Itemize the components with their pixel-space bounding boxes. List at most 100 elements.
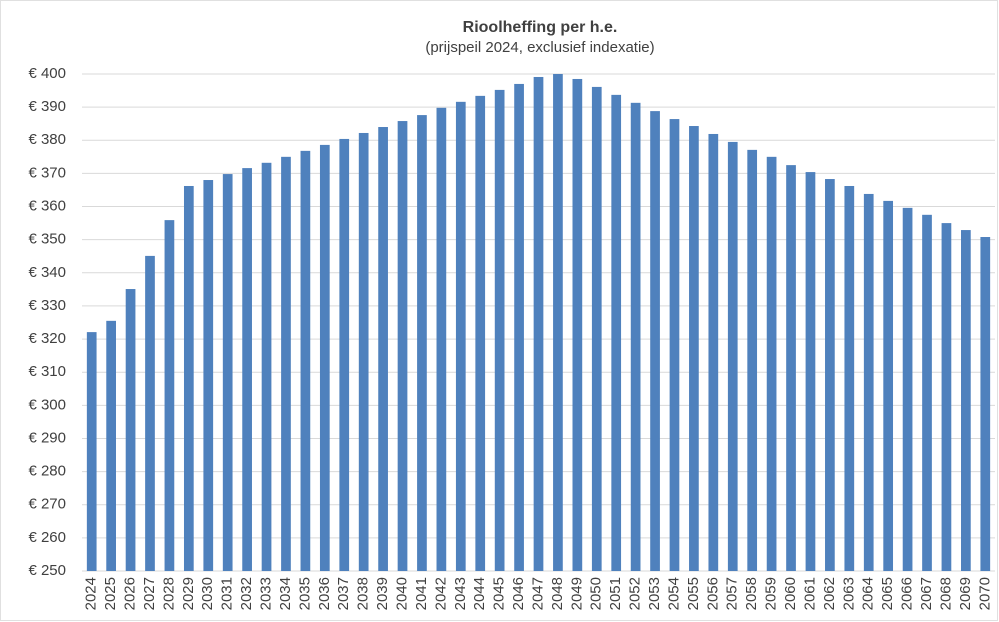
y-tick-label: € 290 bbox=[28, 429, 66, 446]
bar bbox=[961, 230, 971, 572]
bar bbox=[222, 174, 233, 571]
bar bbox=[378, 127, 388, 571]
bar bbox=[319, 144, 330, 571]
y-tick-label: € 390 bbox=[28, 98, 66, 115]
y-tick-label: € 260 bbox=[28, 529, 66, 546]
bar bbox=[611, 94, 622, 572]
bar bbox=[572, 78, 583, 571]
x-tick-label: 2029 bbox=[180, 577, 197, 610]
bar bbox=[261, 162, 272, 571]
y-tick-label: € 380 bbox=[28, 131, 66, 148]
x-tick-label: 2030 bbox=[199, 577, 216, 610]
x-tick-label: 2056 bbox=[704, 577, 721, 610]
x-tick-label: 2047 bbox=[529, 577, 546, 610]
bar bbox=[727, 141, 738, 571]
x-tick-label: 2054 bbox=[665, 577, 682, 610]
x-tick-label: 2069 bbox=[957, 577, 974, 610]
x-tick-label: 2044 bbox=[471, 577, 488, 610]
bar bbox=[125, 289, 136, 571]
x-tick-label: 2048 bbox=[549, 577, 566, 610]
bar bbox=[630, 102, 641, 572]
bar bbox=[650, 111, 660, 571]
bar bbox=[825, 179, 835, 572]
chart-subtitle: (prijspeil 2024, exclusief indexatie) bbox=[425, 39, 654, 56]
bar bbox=[106, 320, 116, 571]
x-tick-label: 2057 bbox=[724, 577, 741, 610]
bar bbox=[242, 168, 252, 571]
x-tick-label: 2043 bbox=[452, 577, 469, 610]
x-tick-label: 2037 bbox=[335, 577, 352, 610]
x-tick-label: 2024 bbox=[83, 577, 100, 610]
x-tick-label: 2060 bbox=[782, 577, 799, 610]
x-tick-label: 2026 bbox=[122, 577, 139, 610]
y-tick-label: € 360 bbox=[28, 198, 66, 215]
x-tick-label: 2049 bbox=[568, 577, 585, 610]
bar bbox=[747, 149, 758, 571]
y-tick-label: € 340 bbox=[28, 264, 66, 281]
x-tick-label: 2061 bbox=[801, 577, 818, 610]
bar bbox=[689, 126, 699, 571]
bar bbox=[358, 132, 369, 571]
x-tick-label: 2063 bbox=[840, 577, 857, 610]
x-tick-label: 2059 bbox=[763, 577, 780, 610]
x-tick-label: 2051 bbox=[607, 577, 624, 610]
x-tick-label: 2033 bbox=[258, 577, 275, 610]
bar bbox=[164, 220, 175, 572]
x-tick-label: 2045 bbox=[491, 577, 508, 610]
bar bbox=[475, 95, 486, 572]
x-tick-label: 2027 bbox=[141, 577, 158, 610]
y-tick-label: € 310 bbox=[28, 363, 66, 380]
bar bbox=[553, 74, 563, 571]
x-tick-label: 2068 bbox=[937, 577, 954, 610]
x-tick-label: 2032 bbox=[238, 577, 255, 610]
x-tick-label: 2034 bbox=[277, 577, 294, 610]
x-tick-label: 2036 bbox=[316, 577, 333, 610]
bar bbox=[941, 223, 952, 571]
x-tick-label: 2028 bbox=[160, 577, 177, 610]
y-tick-label: € 320 bbox=[28, 330, 66, 347]
x-tick-label: 2055 bbox=[685, 577, 702, 610]
y-tick-label: € 370 bbox=[28, 164, 66, 181]
x-tick-label: 2050 bbox=[588, 577, 605, 610]
bar bbox=[514, 83, 524, 571]
bar bbox=[145, 255, 155, 572]
x-tick-label: 2038 bbox=[355, 577, 372, 610]
bar bbox=[281, 156, 291, 572]
bar bbox=[708, 133, 719, 572]
bar bbox=[980, 237, 991, 572]
y-tick-label: € 330 bbox=[28, 297, 66, 314]
bar bbox=[397, 121, 408, 572]
bar bbox=[300, 150, 311, 572]
x-tick-label: 2053 bbox=[646, 577, 663, 610]
bar bbox=[786, 165, 796, 571]
bar bbox=[883, 200, 894, 571]
x-tick-label: 2066 bbox=[899, 577, 916, 610]
bar bbox=[902, 207, 913, 571]
bar bbox=[86, 332, 97, 571]
bar bbox=[339, 138, 350, 571]
bar bbox=[591, 86, 602, 571]
y-tick-label: € 300 bbox=[28, 396, 66, 413]
y-tick-label: € 250 bbox=[28, 562, 66, 579]
bar bbox=[844, 185, 855, 571]
x-tick-label: 2039 bbox=[374, 577, 391, 610]
x-tick-label: 2065 bbox=[879, 577, 896, 610]
bar bbox=[922, 214, 932, 572]
x-tick-label: 2046 bbox=[510, 577, 527, 610]
bar bbox=[766, 156, 777, 572]
x-tick-label: 2031 bbox=[219, 577, 236, 610]
y-tick-label: € 400 bbox=[28, 65, 66, 82]
x-tick-label: 2040 bbox=[393, 577, 410, 610]
bar bbox=[669, 119, 680, 571]
x-tick-label: 2025 bbox=[102, 577, 119, 610]
chart-title: Rioolheffing per h.e. bbox=[463, 19, 618, 36]
bar bbox=[455, 101, 466, 571]
bar bbox=[494, 89, 505, 572]
bar bbox=[863, 193, 874, 571]
x-tick-label: 2058 bbox=[743, 577, 760, 610]
bar bbox=[436, 107, 447, 572]
x-tick-label: 2064 bbox=[860, 577, 877, 610]
bar bbox=[183, 185, 194, 571]
y-tick-label: € 350 bbox=[28, 231, 66, 248]
